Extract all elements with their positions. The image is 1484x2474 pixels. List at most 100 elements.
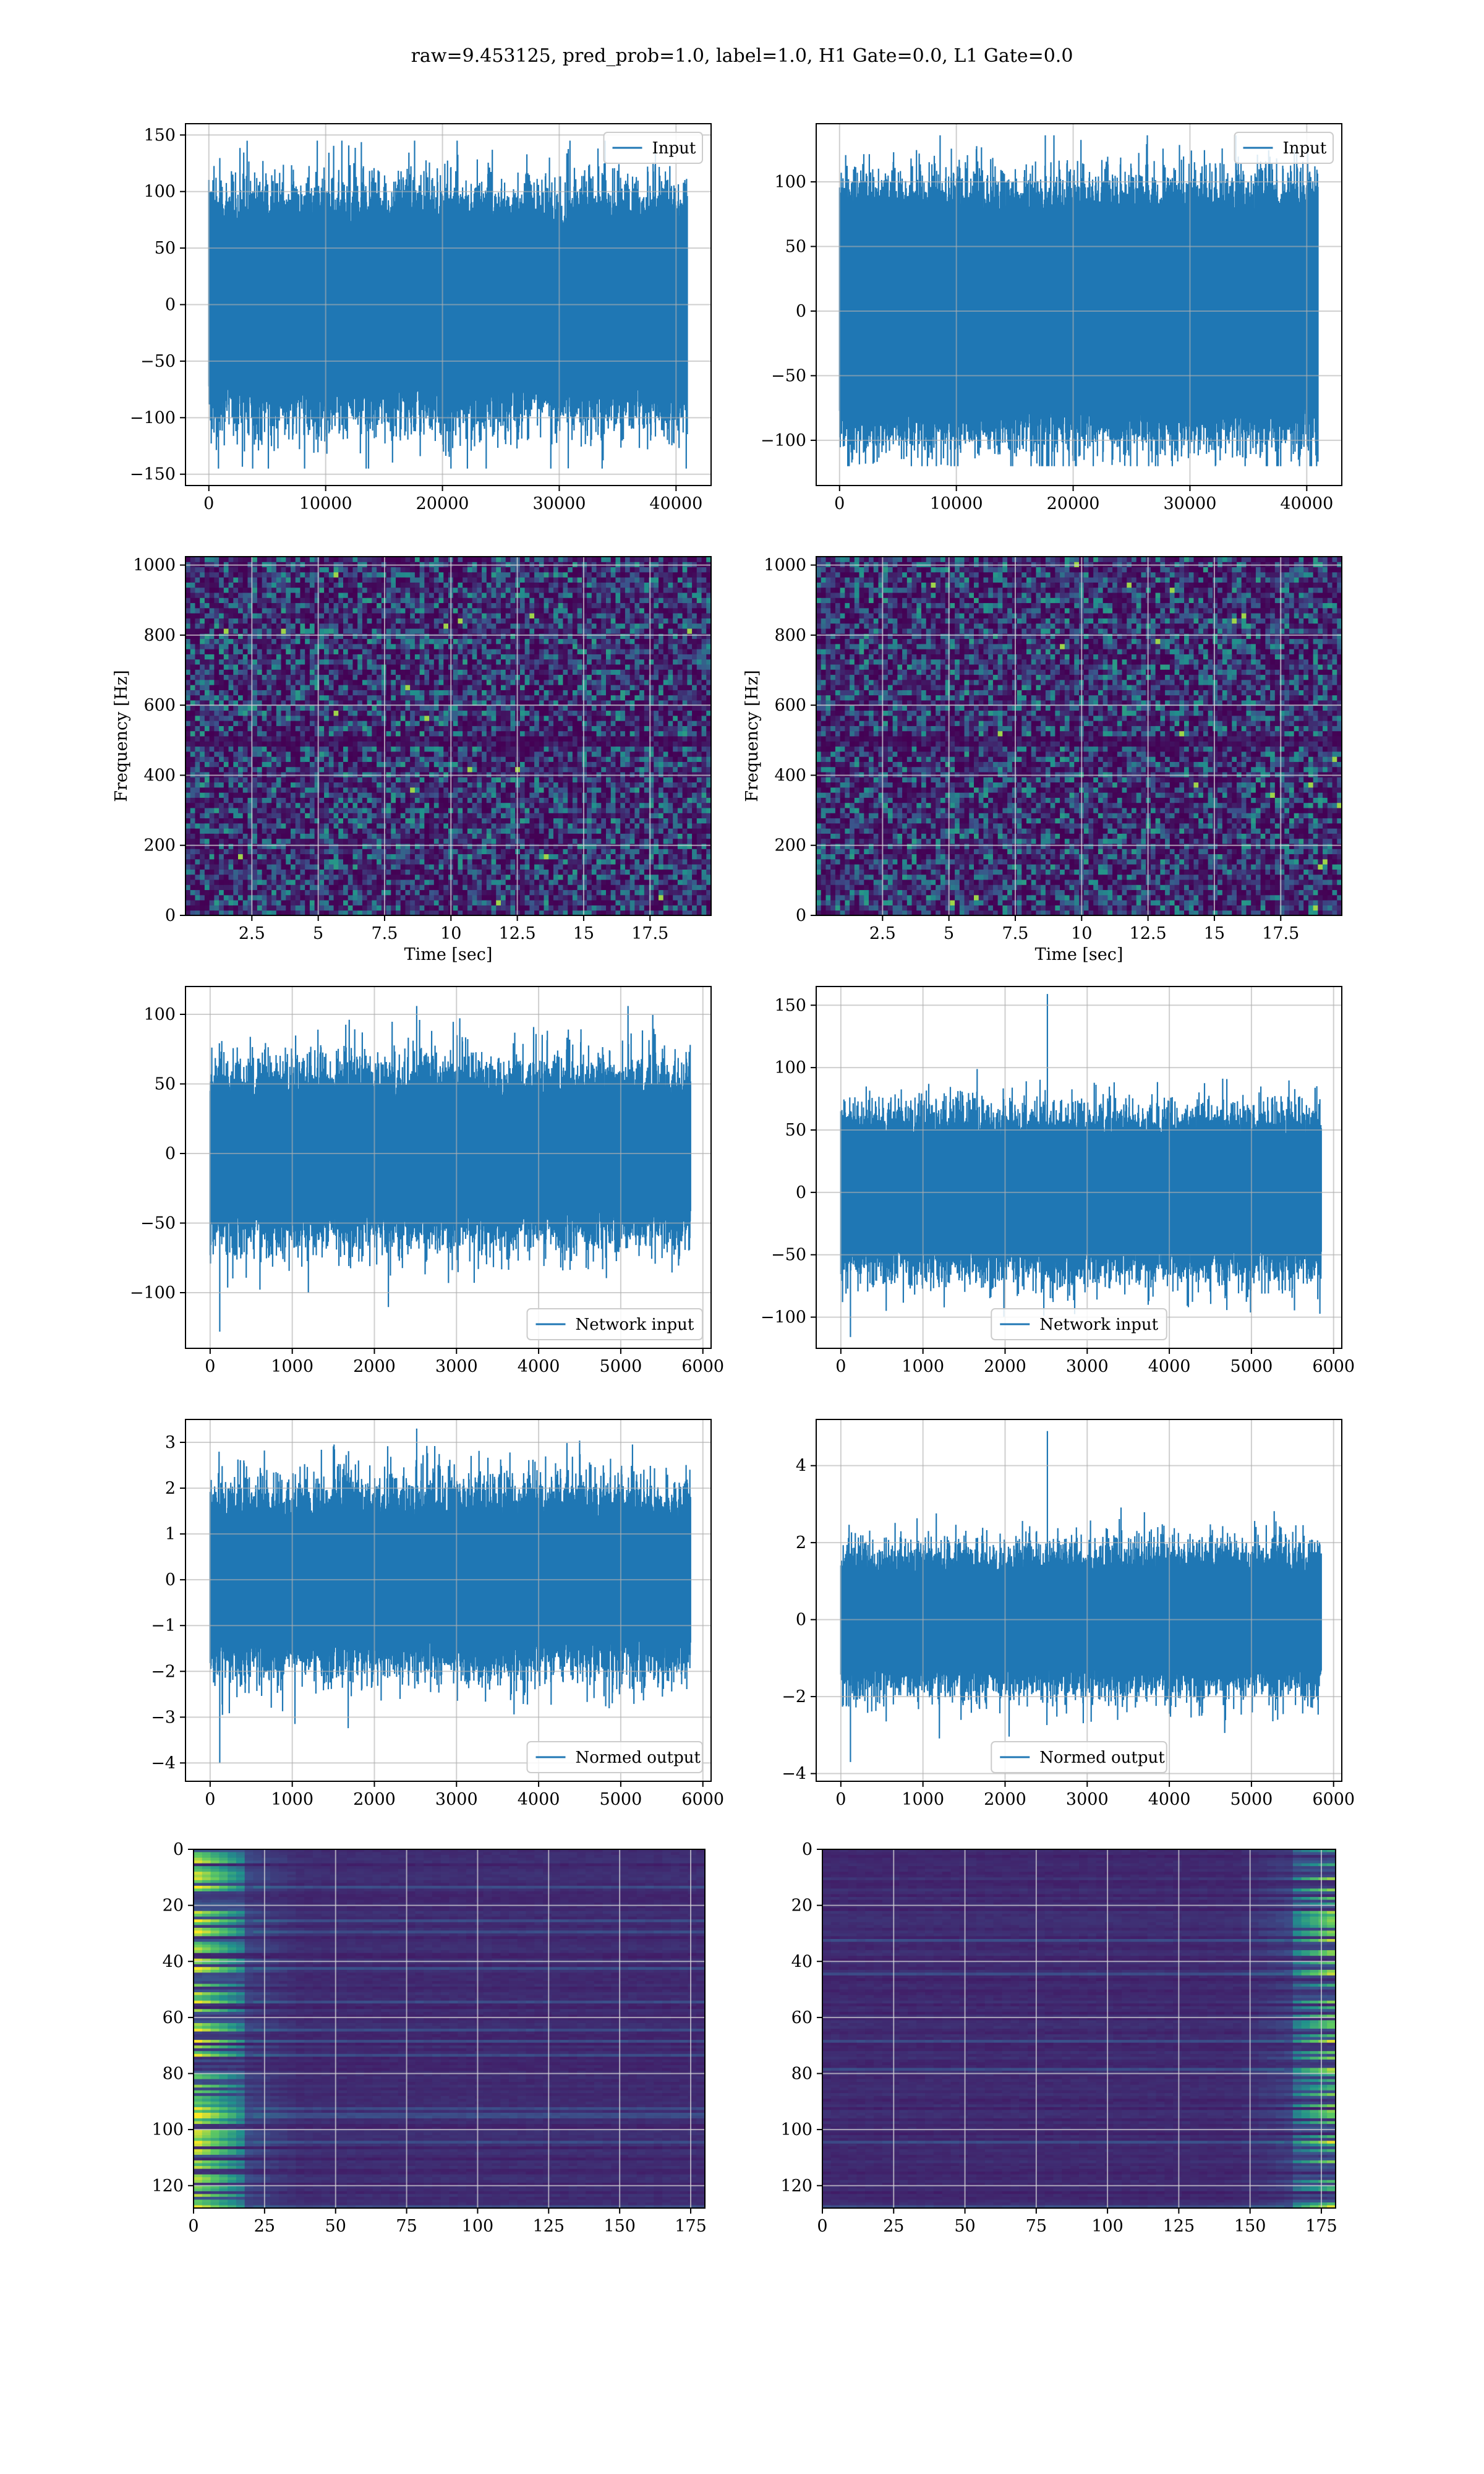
- spectrogram-cell: [410, 726, 416, 732]
- spectrogram-cell: [286, 844, 291, 849]
- spectrogram-cell: [200, 705, 205, 711]
- spectrogram-cell: [276, 577, 282, 583]
- spectrogram-cell: [391, 721, 396, 726]
- spectrogram-cell: [247, 669, 253, 675]
- spectrogram-cell: [491, 674, 497, 680]
- spectrogram-cell: [276, 880, 282, 885]
- spectrogram-cell: [262, 844, 267, 849]
- spectrogram-cell: [252, 679, 258, 685]
- spectrogram-cell: [271, 638, 277, 644]
- spectrogram-cell: [333, 858, 339, 865]
- spectrogram-cell: [286, 690, 291, 696]
- spectrogram-cell: [429, 602, 435, 609]
- x-tick-label: 10000: [930, 494, 983, 513]
- spectrogram-cell: [281, 782, 286, 788]
- spectrogram-cell: [343, 833, 349, 839]
- spectrogram-cell: [467, 567, 473, 573]
- spectrogram-cell: [305, 638, 310, 644]
- spectrogram-cell: [391, 613, 396, 618]
- spectrogram-cell: [419, 884, 425, 891]
- spectrogram-cell: [410, 854, 416, 860]
- spectrogram-cell: [305, 613, 310, 618]
- spectrogram-cell: [214, 894, 220, 901]
- spectrogram-cell: [319, 700, 325, 706]
- spectrogram-cell: [400, 710, 406, 716]
- spectrogram-cell: [228, 910, 234, 915]
- spectrogram-cell: [377, 854, 382, 860]
- spectrogram-cell: [438, 613, 444, 618]
- y-tick-label: 0: [796, 302, 806, 321]
- spectrogram-cell: [300, 607, 305, 614]
- spectrogram-cell: [247, 607, 253, 614]
- spectrogram-cell: [190, 705, 195, 711]
- spectrogram-cell: [223, 833, 229, 839]
- spectrogram-cell: [433, 828, 440, 834]
- spectrogram-cell: [405, 823, 411, 829]
- spectrogram-cell: [482, 905, 487, 911]
- spectrogram-cell: [195, 674, 200, 680]
- spectrogram-cell: [328, 874, 335, 880]
- spectrogram-cell: [438, 587, 444, 593]
- spectrogram-cell: [391, 889, 396, 896]
- spectrogram-cell: [286, 557, 291, 562]
- spectrogram-cell: [238, 571, 244, 578]
- spectrogram-cell: [338, 730, 344, 737]
- spectrogram-cell: [458, 746, 463, 752]
- spectrogram-cell: [400, 669, 406, 675]
- spectrogram-cell: [252, 858, 258, 865]
- spectrogram-cell: [400, 705, 406, 711]
- spectrogram-cell: [267, 818, 272, 824]
- spectrogram-cell: [233, 756, 239, 762]
- spectrogram-cell: [343, 874, 349, 880]
- spectrogram-cell: [324, 649, 330, 654]
- spectrogram-cell: [453, 638, 458, 644]
- spectrogram-cell: [467, 905, 473, 911]
- spectrogram-cell: [467, 746, 473, 752]
- spectrogram-cell: [228, 813, 234, 819]
- spectrogram-cell: [200, 833, 205, 839]
- spectrogram-cell: [295, 746, 301, 752]
- spectrogram-cell: [319, 844, 325, 849]
- spectrogram-cell: [429, 808, 435, 813]
- spectrogram-cell: [195, 736, 200, 742]
- spectrogram-cell: [219, 889, 224, 896]
- spectrogram-cell: [195, 715, 200, 721]
- spectrogram-cell: [458, 741, 463, 747]
- spectrogram-cell: [200, 685, 205, 690]
- spectrogram-cell: [209, 587, 215, 593]
- spectrogram-cell: [496, 828, 501, 834]
- spectrogram-cell: [186, 889, 191, 896]
- spectrogram-cell: [419, 700, 425, 706]
- spectrogram-cell: [267, 761, 272, 768]
- spectrogram-cell: [247, 782, 253, 788]
- spectrogram-cell: [510, 685, 516, 690]
- spectrogram-cell: [372, 766, 377, 773]
- spectrogram-cell: [357, 869, 363, 875]
- spectrogram-cell: [242, 726, 248, 732]
- spectrogram-cell: [453, 782, 458, 788]
- spectrogram-cell: [295, 736, 301, 742]
- spectrogram-cell: [343, 751, 349, 757]
- spectrogram-cell: [372, 700, 377, 706]
- spectrogram-cell: [362, 643, 368, 649]
- spectrogram-cell: [209, 864, 215, 870]
- spectrogram-cell: [286, 582, 291, 588]
- spectrogram-cell: [262, 700, 267, 706]
- spectrogram-cell: [362, 593, 368, 598]
- spectrogram-cell: [252, 721, 258, 726]
- spectrogram-cell: [267, 582, 272, 588]
- spectrogram-cell: [291, 597, 296, 604]
- spectrogram-cell: [228, 628, 234, 634]
- spectrogram-cell: [252, 746, 258, 752]
- spectrogram-cell: [295, 700, 301, 706]
- spectrogram-cell: [295, 792, 301, 798]
- spectrogram-cell: [214, 864, 220, 870]
- spectrogram-cell: [505, 818, 511, 824]
- spectrogram-cell: [238, 674, 244, 680]
- spectrogram-cell: [400, 802, 406, 808]
- spectrogram-cell: [252, 715, 258, 721]
- spectrogram-cell: [186, 802, 191, 808]
- spectrogram-cell: [204, 772, 210, 777]
- spectrogram-cell: [223, 607, 229, 614]
- spectrogram-cell: [472, 664, 477, 670]
